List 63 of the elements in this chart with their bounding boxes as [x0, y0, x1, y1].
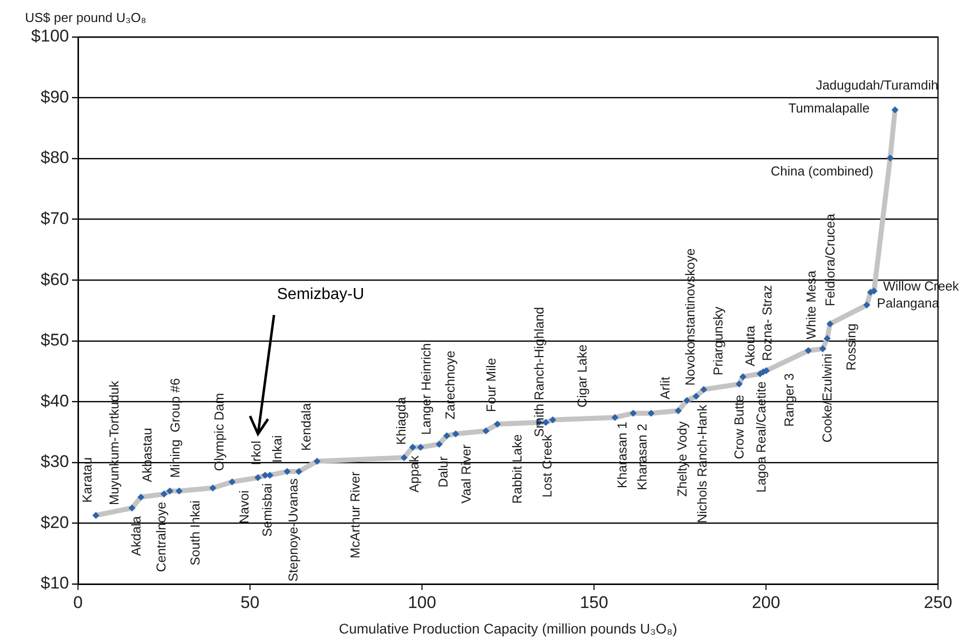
annotation: Inkai [270, 435, 285, 463]
annotation: Khiagda [394, 396, 409, 445]
annotation: Centralnoye [154, 502, 169, 572]
annotation: Kharasan 2 [634, 424, 650, 490]
annotation: Olympic Dam [212, 392, 227, 472]
annotation: Four Mile [484, 358, 499, 412]
annotation: Feldiora/Crucea [822, 212, 838, 306]
annotation: Rossing [844, 324, 859, 370]
annotation: Semizbay-U [277, 286, 364, 304]
x-tick-label: 150 [580, 592, 608, 612]
annotation: Nichols Ranch-Hank [694, 404, 710, 524]
y-tick-label: $30 [40, 452, 69, 472]
annotation: Jadugudah/Turamdih [816, 78, 938, 93]
annotation: Langer Heinrich [418, 343, 434, 435]
y-tick-label: $20 [40, 512, 69, 532]
x-tick-label: 200 [752, 592, 780, 612]
annotation: Navoi [236, 490, 252, 524]
annotation: Tummalapalle [788, 100, 870, 116]
annotation: Kendala [298, 402, 314, 451]
annotation: Lost Creek [540, 434, 555, 498]
annotation: Lagoa Real/Caetite [754, 381, 769, 493]
y-tick-label: $50 [40, 330, 69, 350]
annotation: Mining Group #6 [168, 378, 183, 478]
x-tick-label: 50 [240, 592, 260, 612]
x-tick-label: 100 [408, 592, 436, 612]
y-tick-label: $90 [40, 87, 69, 106]
annotation: Novokonstantinovskoye [682, 248, 698, 386]
y-tick-label: $80 [40, 148, 69, 168]
annotation: McArthur River [348, 470, 363, 558]
annotation: Akouta [742, 325, 758, 366]
annotation: Zarechnoye [442, 350, 458, 420]
annotation: Muyunkum-Tortkuduk [106, 380, 122, 506]
y-tick-label: $100 [31, 26, 69, 46]
annotation: Irkol [248, 440, 264, 466]
y-axis-title: US$ per pound U₃O₈ [25, 10, 146, 25]
annotation: Akbastau [140, 428, 155, 482]
annotation: Zheltye Vody [674, 420, 690, 497]
annotation: Kharasan 1 [614, 422, 630, 488]
annotation: Akdala [128, 515, 144, 556]
annotation: White Mesa [804, 270, 819, 340]
x-tick-label: 0 [73, 592, 83, 612]
x-tick-label: 250 [924, 592, 952, 612]
annotation: China (combined) [770, 164, 874, 179]
annotation: Rozna- Straz [760, 285, 775, 361]
annotation: Semisbai [260, 483, 275, 537]
y-tick-label: $60 [40, 270, 69, 289]
y-tick-label: $70 [40, 209, 69, 228]
y-tick-label: $10 [40, 574, 69, 593]
annotation: Cigar Lake [574, 344, 590, 408]
annotation: Rabbit Lake [510, 434, 525, 504]
annotation: Appak [406, 455, 422, 492]
annotation: Priargunsky [710, 306, 726, 376]
y-tick-label: $40 [40, 391, 69, 410]
annotation: Stepnoye-Uvanas [286, 478, 301, 582]
annotation: Karatau [80, 457, 95, 503]
annotation: Cooke/Ezulwini [820, 353, 835, 442]
x-axis-title: Cumulative Production Capacity (million pounds U₃O₈) [338, 620, 678, 636]
annotation: Crow Butte [732, 394, 747, 460]
annotation: South Inkai [188, 500, 203, 566]
annotation: Dalur [436, 456, 451, 488]
annotation: Arlit [658, 376, 673, 400]
annotation: Ranger 3 [782, 373, 797, 427]
annotation: Vaal River [458, 444, 474, 504]
